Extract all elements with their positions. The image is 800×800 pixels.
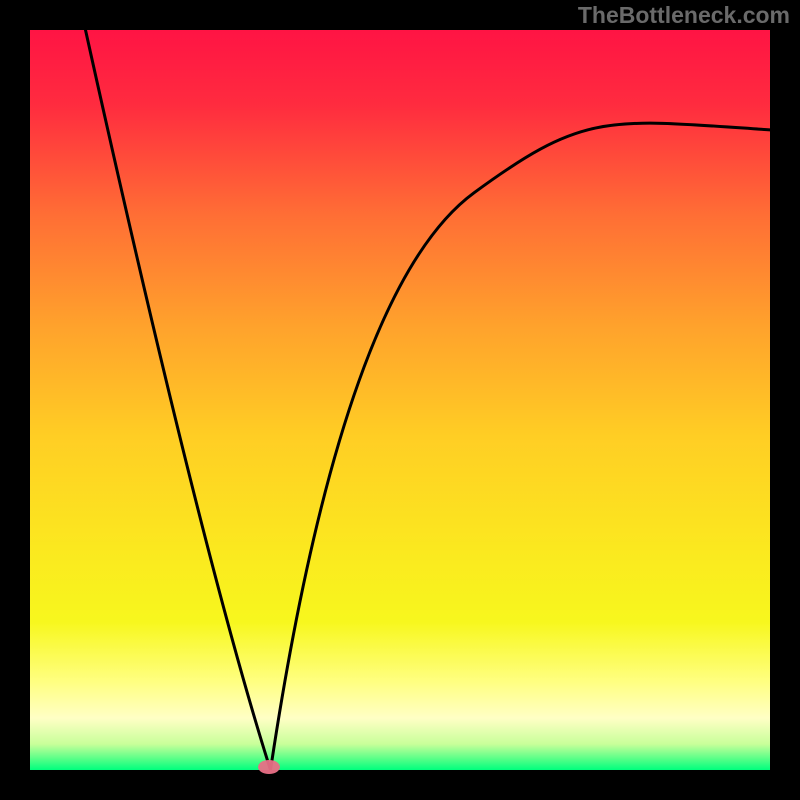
chart-frame: TheBottleneck.com [0,0,800,800]
watermark-text: TheBottleneck.com [578,2,790,29]
curve-overlay [30,30,770,770]
bottleneck-curve [86,30,771,770]
plot-area [30,30,770,770]
minimum-marker [258,760,280,774]
